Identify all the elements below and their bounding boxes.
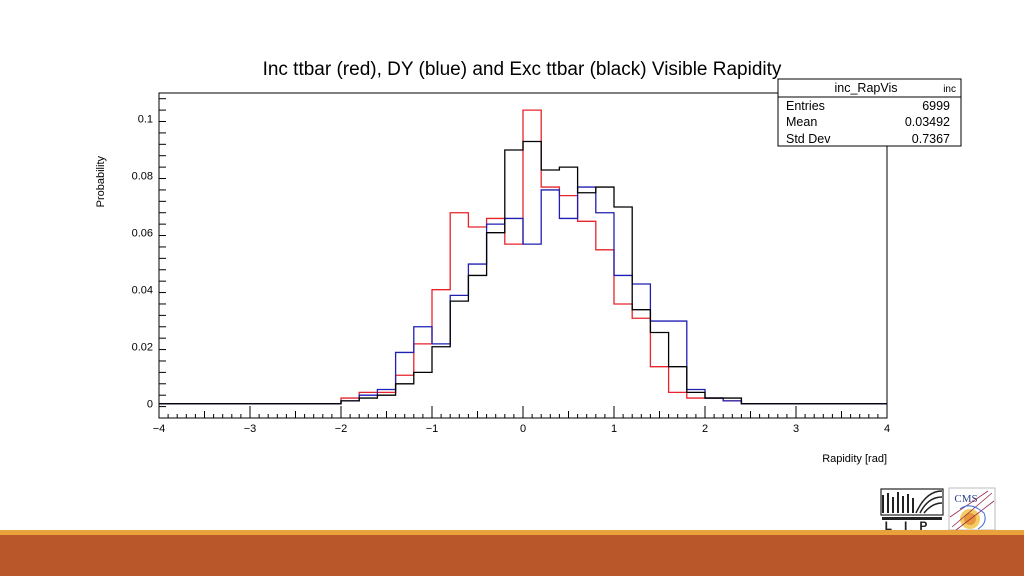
y-tick-label: 0.08 (132, 171, 153, 183)
stats-mean-value: 0.03492 (905, 115, 950, 129)
x-tick-label: 0 (520, 423, 526, 435)
cms-logo: CMS (948, 487, 996, 531)
stats-box-frame (777, 78, 962, 147)
histogram-line-dy (159, 186, 887, 405)
cms-logo-text: CMS (954, 493, 977, 505)
x-axis: −4 −3 −2 −1 0 1 2 3 4 (153, 406, 890, 435)
x-tick-label: −2 (335, 423, 348, 435)
x-tick-label: 4 (884, 423, 890, 435)
stats-entries-label: Entries (786, 99, 825, 113)
x-tick-label: 3 (793, 423, 799, 435)
x-tick-label: −1 (426, 423, 439, 435)
footer-accent-line (0, 530, 1024, 535)
y-tick-label: 0.02 (132, 342, 153, 354)
chart-title: Inc ttbar (red), DY (blue) and Exc ttbar… (263, 59, 782, 80)
y-tick-label: 0.04 (132, 285, 153, 297)
footer-bar (0, 535, 1024, 576)
x-tick-label: −4 (153, 423, 166, 435)
histogram-line-inc-ttbar (159, 109, 887, 405)
histogram-series (159, 109, 887, 405)
lip-logo-text: LIP (885, 519, 940, 531)
x-tick-label: −3 (244, 423, 257, 435)
stats-box: inc_RapVis inc Entries 6999 Mean 0.03492… (777, 78, 962, 147)
y-tick-label: 0.06 (132, 228, 153, 240)
stats-stddev-value: 0.7367 (912, 132, 950, 146)
lip-logo: LIP (880, 488, 944, 531)
y-axis-title: Probability (95, 156, 107, 208)
x-tick-label: 1 (611, 423, 617, 435)
y-tick-label: 0.1 (138, 114, 153, 126)
y-tick-label: 0 (147, 399, 153, 411)
x-axis-title: Rapidity [rad] (822, 453, 887, 465)
histogram-line-exc-ttbar (159, 140, 887, 405)
stats-stddev-label: Std Dev (786, 132, 831, 146)
y-axis: 0 0.02 0.04 0.06 0.08 0.1 (132, 98, 166, 419)
stats-box-tag: inc (943, 84, 956, 95)
x-tick-label: 2 (702, 423, 708, 435)
stats-mean-label: Mean (786, 115, 817, 129)
stats-entries-value: 6999 (922, 99, 950, 113)
stats-box-name: inc_RapVis (834, 81, 897, 95)
